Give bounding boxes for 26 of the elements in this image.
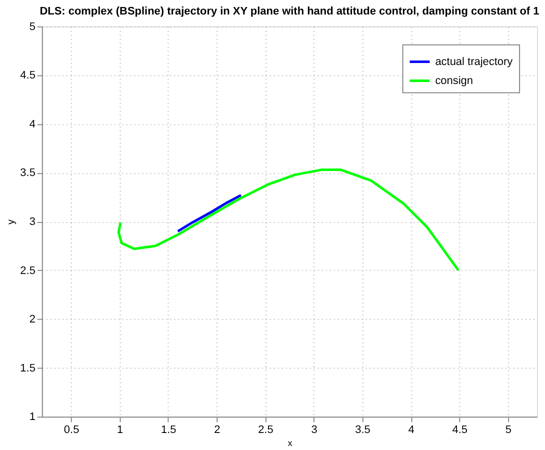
y-tick-label: 1.5: [20, 362, 36, 374]
y-tick-label: 5: [29, 20, 36, 33]
x-tick-label: 0.5: [64, 424, 80, 436]
x-tick-label: 2: [214, 424, 220, 436]
x-tick-label: 3.5: [355, 424, 370, 436]
y-tick-label: 4: [29, 118, 36, 130]
line-series: [176, 194, 242, 233]
chart-title: DLS: complex (BSpline) trajectory in XY plane with hand attitude control, damping constant of 1: [40, 5, 540, 18]
y-tick-label: 3.5: [20, 167, 36, 180]
x-tick-label: 1.5: [160, 424, 176, 436]
y-tick-label: 3: [29, 216, 36, 228]
y-tick-label: 4.5: [20, 70, 36, 82]
x-tick-label: 1: [117, 424, 124, 436]
x-tick-label: 4.5: [452, 424, 468, 436]
x-tick-label: 4: [408, 424, 414, 436]
x-tick-label: 3: [311, 424, 318, 436]
y-tick-label: 1: [29, 411, 36, 424]
y-tick-label: 2.5: [20, 264, 36, 277]
y-tick-label: 2: [29, 314, 36, 326]
line-series: [117, 168, 460, 272]
x-axis-title: x: [288, 438, 293, 448]
legend-label: consign: [435, 74, 474, 87]
x-tick-label: 5: [505, 424, 512, 436]
y-axis-title: y: [6, 220, 18, 224]
x-tick-label: 2.5: [258, 424, 274, 436]
legend-label: actual trajectory: [435, 56, 514, 68]
